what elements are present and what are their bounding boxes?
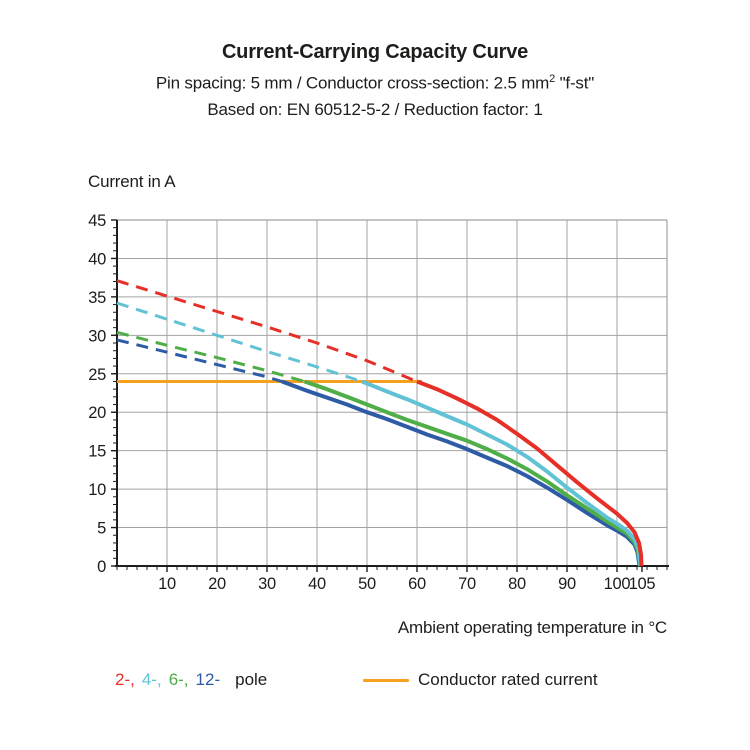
tick-label: 0 (97, 558, 106, 576)
tick-label: 10 (88, 481, 106, 499)
tick-label: 100 (604, 575, 631, 593)
tick-label: 30 (88, 327, 106, 345)
series-12-pole-dashed-derating- (116, 338, 283, 383)
series-2-pole (416, 379, 644, 567)
tick-label: 40 (308, 575, 326, 593)
subtitle-superscript: 2 (549, 73, 556, 85)
legend-pole-4: 4-, (141, 670, 162, 689)
rated-current-line-swatch (363, 678, 409, 682)
series-2-pole-dashed-derating- (116, 279, 418, 383)
tick-label: 5 (97, 520, 106, 538)
tick-label: 15 (88, 443, 106, 461)
series-6-pole (303, 379, 642, 567)
tick-label: 50 (358, 575, 376, 593)
series-4-pole (361, 379, 643, 567)
chart-header: Current-Carrying Capacity Curve Pin spac… (0, 38, 750, 123)
tick-label: 80 (508, 575, 526, 593)
tick-label: 10 (158, 575, 176, 593)
chart-subtitle: Pin spacing: 5 mm / Conductor cross-sect… (0, 66, 750, 97)
subtitle-tail: "f-st" (555, 73, 595, 93)
tick-label: 40 (88, 250, 106, 268)
pole-legend: 2-, 4-, 6-, 12- pole (115, 670, 267, 690)
chart-title: Current-Carrying Capacity Curve (221, 41, 529, 63)
tick-label: 20 (208, 575, 226, 593)
legend-row: 2-, 4-, 6-, 12- pole Conductor rated current (0, 670, 750, 696)
legend-pole-12: 12- (195, 670, 221, 689)
series-6-pole-dashed-derating- (116, 330, 305, 383)
tick-label: 45 (88, 212, 106, 230)
tick-label: 105 (629, 575, 656, 593)
legend-pole-6: 6-, (168, 670, 189, 689)
series-12-pole (281, 379, 642, 567)
rated-current-legend: Conductor rated current (363, 670, 598, 690)
tick-label: 20 (88, 404, 106, 422)
chart-subtitle-2: Based on: EN 60512-5-2 / Reduction facto… (207, 99, 543, 119)
rated-current-label: Conductor rated current (418, 670, 598, 689)
tick-label: 90 (558, 575, 576, 593)
tick-label: 60 (408, 575, 426, 593)
x-axis-title: Ambient operating temperature in °C (397, 618, 667, 637)
tick-label: 30 (258, 575, 276, 593)
tick-label: 70 (458, 575, 476, 593)
legend-pole-2: 2-, (115, 670, 135, 689)
y-axis-title: Current in A (88, 172, 176, 191)
legend-pole-word: pole (235, 670, 268, 689)
tick-label: 25 (88, 366, 106, 384)
subtitle-text: Pin spacing: 5 mm / Conductor cross-sect… (155, 73, 550, 93)
tick-label: 35 (88, 289, 106, 307)
chart-area: 10 20 30 40 50 60 70 80 90 100 105 0 5 10 15 20 25 30 35 40… (60, 200, 750, 650)
series-4-pole-dashed-derating- (116, 301, 363, 383)
